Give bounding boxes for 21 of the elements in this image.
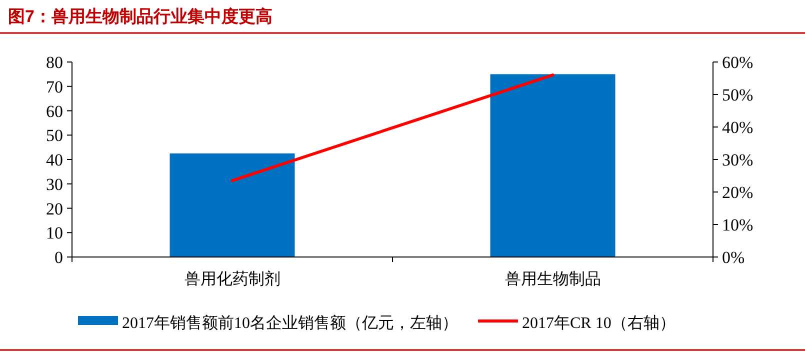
y2-tick-label: 60%: [722, 53, 754, 72]
y-tick-label: 30: [46, 174, 63, 194]
y-tick-label: 40: [46, 150, 63, 170]
chart-title: 图7：兽用生物制品行业集中度更高: [8, 7, 272, 26]
y-tick-label: 0: [54, 248, 63, 267]
y-tick-label: 50: [46, 126, 63, 146]
legend-label: 2017年销售额前10名企业销售额（亿元，左轴）: [122, 314, 458, 332]
y2-tick-label: 0%: [722, 248, 745, 267]
legend-label: 2017年CR 10（右轴）: [522, 314, 676, 332]
x-tick-label: 兽用化药制剂: [184, 270, 280, 288]
y2-tick-label: 20%: [722, 183, 754, 202]
y-tick-label: 20: [46, 199, 63, 218]
y-tick-label: 80: [46, 53, 63, 72]
y-tick-label: 60: [46, 102, 63, 121]
y2-tick-label: 10%: [722, 216, 754, 234]
y2-tick-label: 40%: [722, 118, 754, 137]
x-tick-label: 兽用生物制品: [504, 270, 601, 288]
y-tick-label: 10: [46, 224, 63, 243]
y2-tick-label: 50%: [722, 86, 754, 104]
y2-tick-label: 30%: [722, 150, 754, 170]
y-tick-label: 70: [46, 77, 63, 96]
